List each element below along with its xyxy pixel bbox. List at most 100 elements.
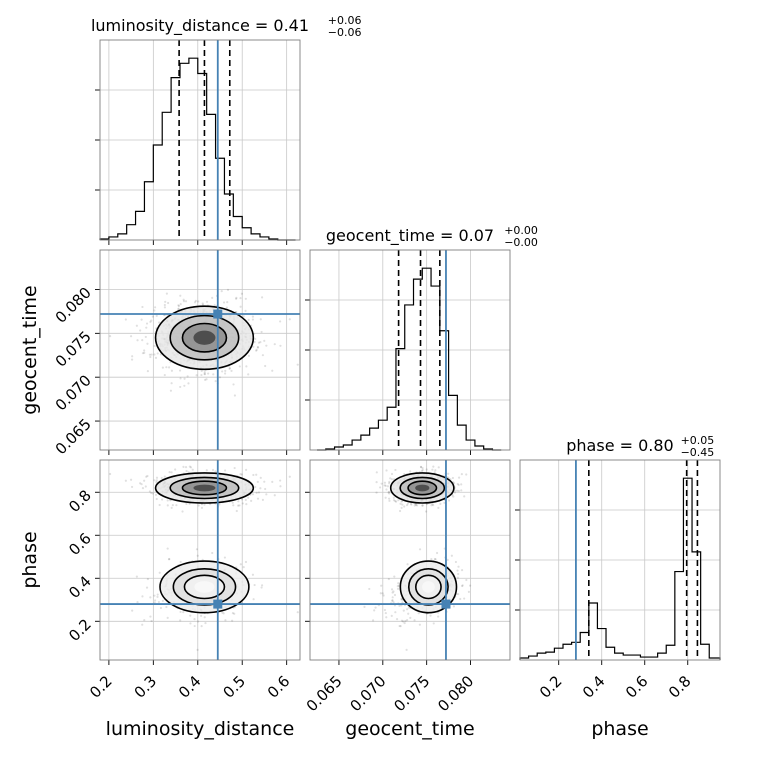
- sample-point: [158, 571, 161, 574]
- sample-point: [188, 465, 191, 468]
- sample-point: [204, 378, 207, 381]
- sample-point: [261, 498, 265, 501]
- sample-point: [161, 366, 164, 369]
- sample-point: [165, 605, 168, 609]
- sample-point: [431, 468, 434, 471]
- sample-point: [184, 466, 188, 469]
- sample-point: [456, 482, 459, 486]
- sample-point: [392, 601, 395, 604]
- sample-point: [124, 479, 127, 482]
- sample-point: [129, 478, 133, 481]
- y-tick-label: 0.080: [52, 284, 95, 327]
- panel-title-geocent_time: geocent_time = 0.07: [326, 226, 494, 246]
- sample-point: [188, 502, 191, 505]
- sample-point: [245, 365, 248, 368]
- sample-point: [430, 504, 433, 507]
- sample-point: [460, 483, 463, 486]
- sample-point: [182, 611, 185, 614]
- sample-point: [385, 488, 388, 491]
- sample-point: [218, 376, 221, 379]
- sample-point: [265, 493, 268, 496]
- sample-point: [197, 300, 200, 303]
- sample-point: [279, 485, 282, 488]
- sample-point: [155, 497, 158, 501]
- sample-point: [260, 330, 263, 334]
- sample-point: [135, 324, 138, 327]
- sample-point: [242, 315, 245, 318]
- sample-point: [465, 578, 468, 582]
- density-contour: [154, 305, 255, 371]
- sample-point: [233, 394, 237, 397]
- sample-point: [253, 583, 256, 587]
- sample-point: [396, 587, 400, 590]
- sample-point: [139, 482, 142, 485]
- sample-point: [384, 484, 387, 487]
- sample-point: [385, 469, 388, 472]
- sample-point: [183, 384, 186, 387]
- sample-point: [179, 377, 182, 380]
- sample-point: [155, 479, 158, 482]
- sample-point: [240, 473, 244, 476]
- sample-point: [457, 489, 460, 493]
- sample-point: [382, 594, 385, 597]
- x-tick-label: 0.6: [264, 672, 294, 702]
- density-shade: [193, 330, 216, 345]
- sample-point: [228, 367, 231, 370]
- sample-point: [146, 577, 149, 581]
- sample-point: [244, 309, 247, 312]
- sample-point: [153, 599, 157, 602]
- x-tick-label: 0.070: [347, 672, 390, 715]
- sample-point: [259, 318, 262, 321]
- sample-point: [461, 584, 464, 588]
- sample-point: [221, 370, 224, 373]
- sample-point: [402, 609, 405, 612]
- sample-point: [163, 475, 166, 478]
- sample-point: [288, 318, 291, 321]
- sample-point: [145, 322, 149, 325]
- sample-point: [388, 497, 391, 500]
- sample-point: [260, 586, 263, 589]
- sample-point: [435, 551, 439, 555]
- joint-panel-luminosity_distance-geocent_time: [95, 249, 301, 455]
- y-tick-label: 0.065: [52, 415, 95, 458]
- sample-point: [239, 305, 242, 308]
- y-tick-label: 0.6: [65, 529, 95, 559]
- density-contour: [399, 560, 458, 614]
- sample-point: [151, 315, 154, 318]
- sample-point: [223, 469, 227, 472]
- sample-point: [203, 370, 206, 374]
- sample-point: [368, 587, 371, 591]
- sample-point: [195, 548, 199, 551]
- sample-point: [461, 584, 464, 587]
- sample-point: [450, 554, 453, 557]
- sample-point: [447, 472, 450, 475]
- sample-point: [437, 506, 440, 509]
- sample-point: [251, 493, 255, 496]
- sample-point: [247, 318, 250, 321]
- sample-point: [387, 491, 390, 494]
- sample-point: [381, 592, 384, 595]
- sample-point: [253, 340, 256, 344]
- hist-panel-luminosity_distance: luminosity_distance = 0.41 +0.06−0.06: [91, 14, 362, 245]
- sample-point: [235, 509, 238, 513]
- sample-point: [254, 337, 257, 341]
- sample-point: [169, 389, 173, 392]
- sample-point: [414, 503, 417, 506]
- sample-point: [205, 300, 209, 303]
- sample-point: [156, 352, 159, 355]
- sample-point: [166, 547, 169, 550]
- sample-point: [433, 557, 436, 561]
- sample-point: [250, 499, 253, 502]
- sample-point: [166, 499, 169, 502]
- density-contour: [414, 574, 442, 600]
- sample-point: [400, 506, 403, 509]
- sample-point: [226, 301, 229, 304]
- sample-point: [150, 491, 153, 495]
- density-shade: [194, 581, 215, 593]
- sample-point: [218, 503, 221, 506]
- sample-point: [136, 601, 139, 604]
- joint-panel-luminosity_distance-phase: [95, 459, 301, 665]
- density-contour: [159, 560, 250, 614]
- sample-point: [406, 563, 409, 566]
- sample-point: [463, 597, 466, 600]
